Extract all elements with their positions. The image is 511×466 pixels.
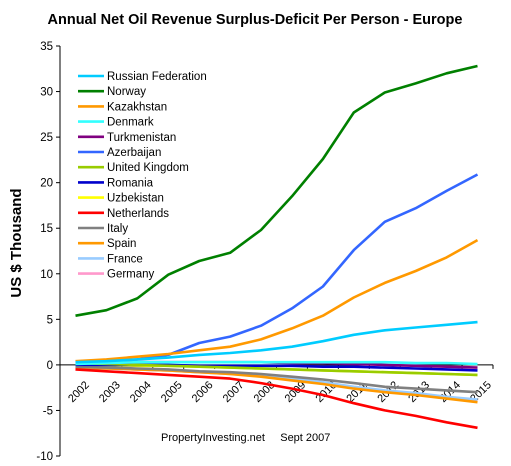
x-tick-label: 2006	[190, 379, 216, 405]
y-tick-label: 20	[40, 178, 53, 190]
y-tick-label: -5	[43, 405, 53, 417]
series-line-norway	[75, 64, 478, 317]
series-line-kazakhstan	[75, 238, 479, 363]
legend-label-denmark: Denmark	[107, 117, 154, 129]
x-tick-label: 2004	[128, 379, 154, 405]
legend-label-azerbaijan: Azerbaijan	[107, 147, 161, 159]
legend-label-italy: Italy	[107, 223, 128, 235]
y-axis-label: US $ Thousand	[8, 188, 25, 297]
legend-label-turkmenistan: Turkmenistan	[107, 132, 176, 144]
x-tick-label: 2002	[66, 379, 92, 405]
series-line-netherlands	[75, 368, 478, 430]
y-tick-label: 10	[40, 269, 53, 281]
chart-title: Annual Net Oil Revenue Surplus-Deficit P…	[48, 12, 463, 28]
legend: Russian Federation Norway Kazakhstan Denmar…	[78, 71, 207, 281]
y-tick-label: -10	[36, 451, 53, 463]
legend-label-united-kingdom: United Kingdom	[107, 162, 189, 174]
legend-label-spain: Spain	[107, 238, 136, 250]
legend-label-uzbekistan: Uzbekistan	[107, 193, 164, 205]
legend-label-france: France	[107, 253, 143, 265]
x-tick-label: 2007	[221, 379, 247, 405]
y-tick-label: 35	[40, 41, 53, 53]
legend-label-germany: Germany	[107, 269, 155, 281]
y-tick-label: 25	[40, 132, 53, 144]
legend-label-romania: Romania	[107, 177, 154, 189]
axes: -10 -5 0 5 10 15 20 25 30 35 2002 2003 2004 2005 2006 2…	[36, 41, 494, 463]
legend-label-netherlands: Netherlands	[107, 208, 169, 220]
legend-label-kazakhstan: Kazakhstan	[107, 101, 167, 113]
legend-label-russian-federation: Russian Federation	[107, 71, 207, 83]
series-line-russian-federation	[75, 320, 478, 364]
series-line-italy	[75, 365, 478, 394]
legend-label-norway: Norway	[107, 86, 146, 98]
series-line-denmark	[75, 360, 478, 366]
y-tick-label: 5	[47, 314, 53, 326]
series-lines	[75, 64, 479, 430]
source-annotation: PropertyInvesting.net Sept 2007	[161, 432, 330, 444]
x-tick-label: 2003	[97, 379, 123, 405]
x-tick-label: 2005	[159, 379, 185, 405]
y-tick-label: 15	[40, 223, 53, 235]
series-line-united-kingdom	[75, 361, 478, 377]
y-tick-label: 0	[47, 360, 53, 372]
y-tick-label: 30	[40, 87, 53, 99]
